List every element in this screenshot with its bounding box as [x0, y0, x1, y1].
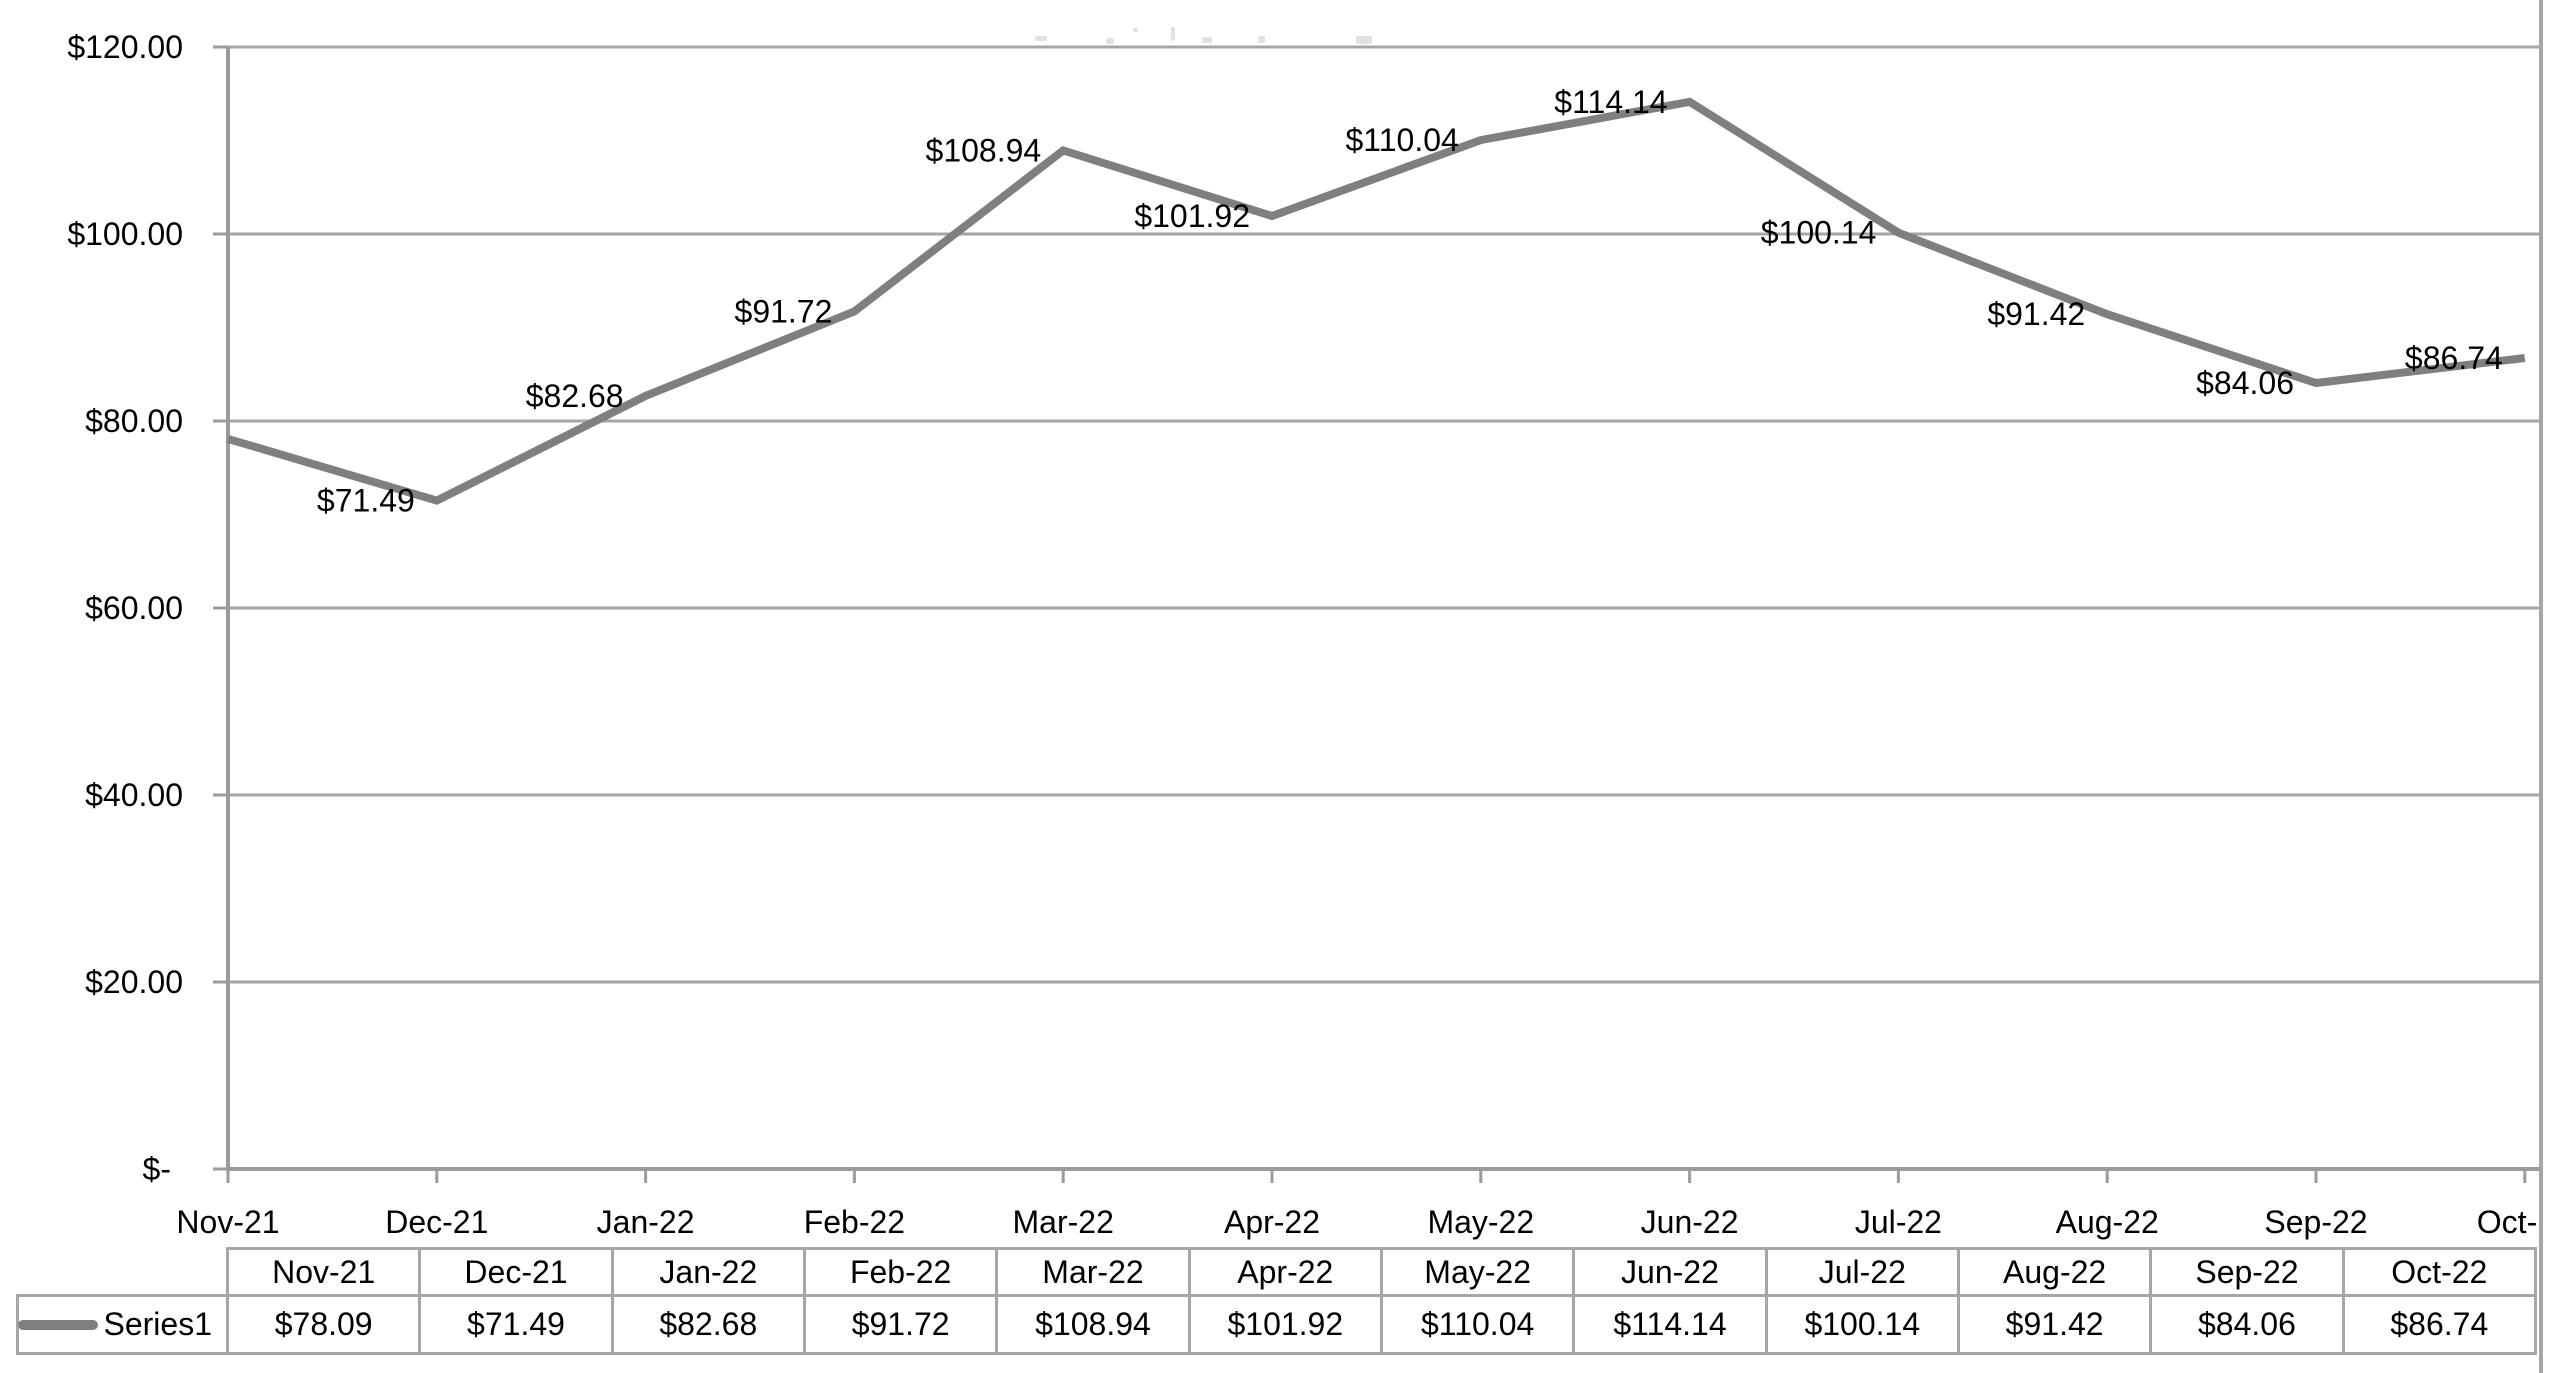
- table-header-cell: Jan-22: [610, 1247, 806, 1297]
- table-value-cell: $71.49: [418, 1294, 614, 1355]
- x-axis-label: Dec-21: [385, 1204, 488, 1240]
- table-value-cell: $86.74: [2341, 1294, 2538, 1355]
- data-point-label: $100.14: [1761, 215, 1877, 251]
- render-artifact: [1258, 36, 1265, 43]
- table-value-cell: $78.09: [225, 1294, 422, 1355]
- table-value-cell: $91.42: [1956, 1294, 2153, 1355]
- data-point-label: $108.94: [926, 132, 1042, 168]
- table-value-cell: $108.94: [995, 1294, 1191, 1355]
- table-value-cell: $91.72: [802, 1294, 999, 1355]
- render-artifact: [1035, 36, 1047, 41]
- table-header-cell: May-22: [1379, 1247, 1576, 1297]
- x-axis-label: Jun-22: [1641, 1204, 1739, 1240]
- data-point-label: $91.42: [1987, 296, 2085, 332]
- table-value-cell: $110.04: [1379, 1294, 1576, 1355]
- table-header-cell: Dec-21: [418, 1247, 614, 1297]
- series-line-group: [226, 97, 2526, 505]
- y-axis-labels: $- $20.00 $40.00 $60.00 $80.00 $100.00 $120.00: [67, 29, 183, 1187]
- x-axis-label: Aug-22: [2056, 1204, 2159, 1240]
- table-header-cell: Sep-22: [2149, 1247, 2345, 1297]
- table-header-cell: Feb-22: [802, 1247, 999, 1297]
- x-axis-label: Mar-22: [1013, 1204, 1114, 1240]
- render-artifact: [1106, 38, 1114, 44]
- x-axis-label: Sep-22: [2264, 1204, 2367, 1240]
- y-axis-label: $-: [143, 1151, 171, 1187]
- render-artifact: [1356, 36, 1372, 44]
- x-axis-label: May-22: [1427, 1204, 1534, 1240]
- data-point-label: $101.92: [1134, 198, 1250, 234]
- table-corner-cell: [18, 1249, 228, 1296]
- table-header-cell: Jul-22: [1764, 1247, 1960, 1297]
- x-axis-label: Jul-22: [1855, 1204, 1942, 1240]
- series1-line: [226, 97, 2526, 505]
- table-value-cell: $82.68: [610, 1294, 806, 1355]
- x-axis-label: Oct-22: [2477, 1204, 2550, 1240]
- table-value-row: Series1 $78.09 $71.49 $82.68 $91.72 $108.94 $…: [16, 1294, 2538, 1355]
- x-axis-label: Apr-22: [1224, 1204, 1320, 1240]
- y-axis-label: $100.00: [67, 216, 183, 252]
- render-artifact: [1202, 37, 1212, 43]
- data-point-label: $82.68: [526, 378, 624, 414]
- x-axis-label: Nov-21: [176, 1204, 279, 1240]
- data-point-label: $110.04: [1346, 122, 1459, 158]
- gridlines: [228, 45, 2541, 984]
- table-header-cell: Nov-21: [225, 1247, 422, 1297]
- x-axis-labels: Nov-21 Dec-21 Jan-22 Feb-22 Mar-22 Apr-22 May-…: [176, 1204, 2550, 1240]
- table-header-cell: Jun-22: [1572, 1247, 1768, 1297]
- y-axis-label: $60.00: [85, 590, 183, 626]
- y-axis-label: $80.00: [85, 403, 183, 439]
- table-header-cell: Mar-22: [995, 1247, 1191, 1297]
- table-header-row: Nov-21 Dec-21 Jan-22 Feb-22 Mar-22 Apr-22 May-…: [18, 1247, 2538, 1297]
- data-point-label: $114.14: [1554, 84, 1667, 120]
- series1-legend-label: Series1: [103, 1306, 213, 1342]
- table-header-cell: Aug-22: [1956, 1247, 2153, 1297]
- render-artifact: [1171, 27, 1175, 41]
- x-axis-label: Jan-22: [597, 1204, 695, 1240]
- table-value-cell: $101.92: [1187, 1294, 1383, 1355]
- render-artifact: [1133, 28, 1138, 32]
- legend-cell: Series1: [16, 1294, 229, 1355]
- y-axis-label: $40.00: [85, 777, 183, 813]
- table-header-cell: Apr-22: [1187, 1247, 1383, 1297]
- y-axis-label: $120.00: [67, 29, 183, 65]
- data-point-labels: $71.49 $82.68 $91.72 $108.94 $101.92 $110.04 $…: [317, 84, 2503, 519]
- data-point-label: $91.72: [735, 293, 833, 329]
- data-table: Nov-21 Dec-21 Jan-22 Feb-22 Mar-22 Apr-22 May-…: [16, 1247, 2538, 1355]
- series1-line-marker-icon: [17, 1319, 98, 1330]
- data-point-label: $71.49: [317, 483, 415, 519]
- table-header-cell: Oct-22: [2341, 1247, 2538, 1297]
- data-point-label: $86.74: [2405, 340, 2503, 376]
- x-axis-label: Feb-22: [804, 1204, 905, 1240]
- table-value-cell: $100.14: [1764, 1294, 1960, 1355]
- data-point-label: $84.06: [2196, 365, 2294, 401]
- y-axis-label: $20.00: [85, 964, 183, 1000]
- table-value-cell: $84.06: [2149, 1294, 2345, 1355]
- table-value-cell: $114.14: [1572, 1294, 1768, 1355]
- axis-ticks: [213, 45, 2527, 1183]
